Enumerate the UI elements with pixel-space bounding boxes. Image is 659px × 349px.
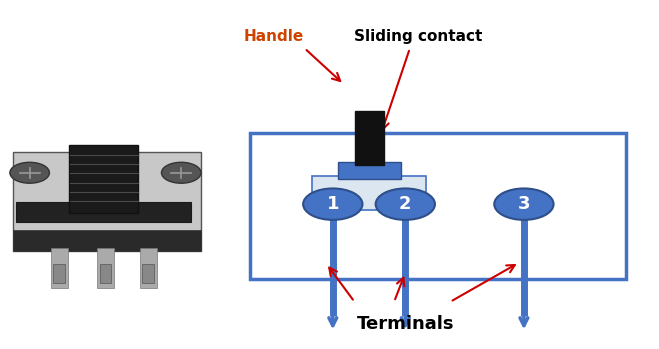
- Text: 1: 1: [327, 195, 339, 213]
- Bar: [355, 111, 384, 165]
- Bar: [51, 248, 68, 288]
- Text: Handle: Handle: [243, 29, 304, 44]
- Bar: [100, 264, 111, 283]
- Circle shape: [10, 162, 49, 183]
- Bar: [140, 248, 157, 288]
- Circle shape: [494, 188, 554, 220]
- Bar: [312, 176, 426, 210]
- Text: Terminals: Terminals: [357, 315, 454, 333]
- Circle shape: [376, 188, 435, 220]
- Circle shape: [161, 162, 201, 183]
- Bar: [69, 145, 138, 213]
- Text: 3: 3: [518, 195, 530, 213]
- Bar: [16, 202, 191, 222]
- Bar: [142, 264, 154, 283]
- Bar: [97, 248, 114, 288]
- Text: 2: 2: [399, 195, 411, 213]
- Bar: [13, 152, 201, 251]
- Circle shape: [303, 188, 362, 220]
- Text: Sliding contact: Sliding contact: [355, 29, 482, 44]
- Bar: [338, 162, 401, 179]
- Bar: [13, 230, 201, 251]
- Bar: [250, 133, 626, 279]
- Bar: [53, 264, 65, 283]
